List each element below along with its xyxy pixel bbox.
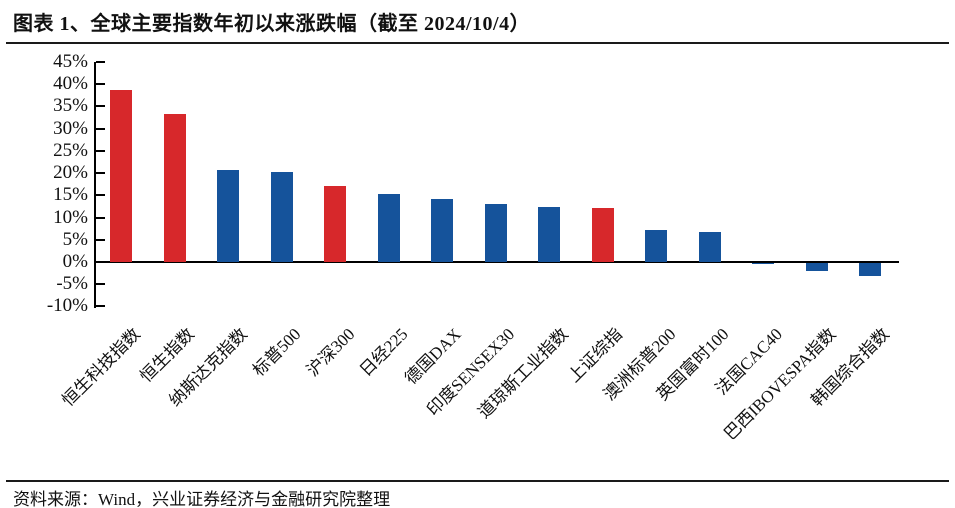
y-axis-tick xyxy=(96,305,105,308)
y-axis-label: 10% xyxy=(53,206,88,228)
y-axis-tick xyxy=(96,194,105,197)
bar xyxy=(859,263,881,277)
y-axis-tick xyxy=(96,283,105,286)
category-label: 沪深300 xyxy=(302,324,358,381)
y-axis-label: 45% xyxy=(53,51,88,72)
y-axis-label: 25% xyxy=(53,139,88,161)
y-axis-label: 35% xyxy=(53,95,88,117)
y-axis-label: 30% xyxy=(53,117,88,139)
y-axis-tick xyxy=(96,172,105,175)
bar xyxy=(110,89,132,262)
category-label: 恒生科技指数 xyxy=(58,324,144,411)
figure-title: 图表 1、全球主要指数年初以来涨跌幅（截至 2024/10/4） xyxy=(13,13,531,35)
y-axis-tick xyxy=(96,61,105,63)
y-axis-label: -5% xyxy=(56,273,88,295)
bar xyxy=(431,199,453,262)
category-label: 标普500 xyxy=(248,324,305,381)
y-axis-label: 5% xyxy=(62,228,88,250)
bar xyxy=(752,263,774,265)
bar xyxy=(163,114,186,262)
y-axis-label: 0% xyxy=(62,251,88,272)
bar xyxy=(377,193,400,262)
title-divider xyxy=(6,42,949,44)
y-axis-tick xyxy=(96,238,105,241)
source-note: 资料来源：Wind，兴业证券经济与金融研究院整理 xyxy=(13,490,391,508)
y-axis-tick xyxy=(96,216,105,219)
y-axis-line xyxy=(94,62,96,309)
y-axis-tick xyxy=(96,83,105,86)
y-axis-label: 15% xyxy=(53,184,88,206)
bar xyxy=(698,231,721,262)
bar xyxy=(217,170,239,262)
bar xyxy=(484,204,507,262)
bar xyxy=(805,263,828,272)
bar xyxy=(270,171,293,262)
bar xyxy=(645,229,667,262)
bar xyxy=(591,207,614,262)
bar xyxy=(538,207,560,262)
source-divider xyxy=(6,480,949,482)
bar xyxy=(324,186,346,262)
y-axis-label: 40% xyxy=(53,73,88,95)
y-axis-tick xyxy=(96,105,105,108)
y-axis-tick xyxy=(96,127,105,130)
x-axis-line xyxy=(94,261,899,263)
y-axis-label: -10% xyxy=(46,295,88,317)
y-axis-tick xyxy=(96,149,105,152)
y-axis-label: 20% xyxy=(53,162,88,184)
